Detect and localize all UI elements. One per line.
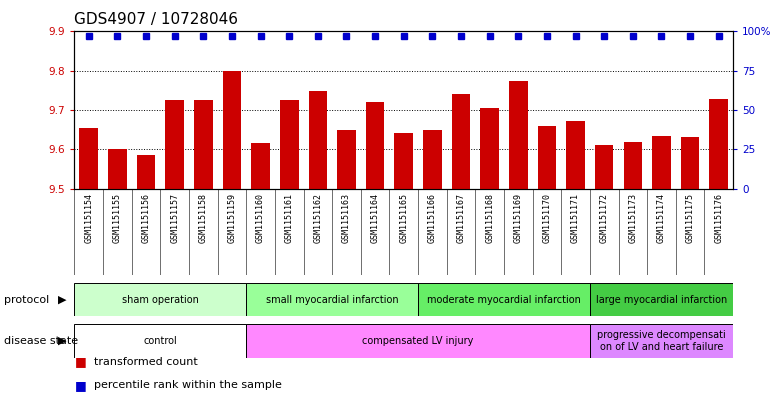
- Text: GSM1151176: GSM1151176: [714, 193, 723, 243]
- Text: percentile rank within the sample: percentile rank within the sample: [94, 380, 282, 390]
- Bar: [538, 126, 556, 189]
- Text: disease state: disease state: [4, 336, 78, 346]
- Bar: [252, 143, 270, 189]
- Text: GSM1151170: GSM1151170: [543, 193, 551, 243]
- Text: GSM1151172: GSM1151172: [600, 193, 608, 243]
- Text: ■: ■: [74, 378, 86, 392]
- Text: large myocardial infarction: large myocardial infarction: [596, 295, 727, 305]
- Bar: [394, 133, 413, 189]
- Bar: [423, 130, 441, 189]
- Bar: [108, 149, 127, 189]
- Bar: [566, 121, 585, 189]
- Bar: [223, 71, 241, 189]
- Bar: [74, 324, 246, 358]
- Bar: [309, 91, 327, 189]
- Bar: [246, 283, 418, 316]
- Text: GSM1151168: GSM1151168: [485, 193, 494, 243]
- Bar: [710, 99, 728, 189]
- Text: GDS4907 / 10728046: GDS4907 / 10728046: [74, 12, 238, 27]
- Bar: [681, 137, 699, 189]
- Text: GSM1151160: GSM1151160: [256, 193, 265, 243]
- Bar: [337, 130, 356, 189]
- Bar: [194, 100, 212, 189]
- Bar: [509, 81, 528, 189]
- Text: GSM1151155: GSM1151155: [113, 193, 122, 243]
- Text: GSM1151165: GSM1151165: [399, 193, 408, 243]
- Bar: [136, 155, 155, 189]
- Bar: [481, 108, 499, 189]
- Text: compensated LV injury: compensated LV injury: [362, 336, 474, 346]
- Text: small myocardial infarction: small myocardial infarction: [266, 295, 398, 305]
- Text: GSM1151169: GSM1151169: [514, 193, 523, 243]
- Text: GSM1151166: GSM1151166: [428, 193, 437, 243]
- Text: GSM1151162: GSM1151162: [314, 193, 322, 243]
- Text: protocol: protocol: [4, 295, 49, 305]
- Text: GSM1151158: GSM1151158: [199, 193, 208, 243]
- Bar: [165, 100, 184, 189]
- Text: GSM1151157: GSM1151157: [170, 193, 180, 243]
- Text: GSM1151161: GSM1151161: [285, 193, 294, 243]
- Bar: [452, 94, 470, 189]
- Text: GSM1151164: GSM1151164: [371, 193, 379, 243]
- Text: GSM1151156: GSM1151156: [142, 193, 151, 243]
- Text: GSM1151167: GSM1151167: [456, 193, 466, 243]
- Bar: [74, 283, 246, 316]
- Text: sham operation: sham operation: [122, 295, 199, 305]
- Bar: [418, 283, 590, 316]
- Text: control: control: [143, 336, 177, 346]
- Bar: [590, 283, 733, 316]
- Bar: [590, 324, 733, 358]
- Bar: [246, 324, 590, 358]
- Bar: [79, 128, 98, 189]
- Text: GSM1151159: GSM1151159: [227, 193, 237, 243]
- Text: ▶: ▶: [58, 336, 67, 346]
- Text: moderate myocardial infarction: moderate myocardial infarction: [427, 295, 581, 305]
- Text: progressive decompensati
on of LV and heart failure: progressive decompensati on of LV and he…: [597, 330, 726, 352]
- Bar: [652, 136, 671, 189]
- Text: GSM1151173: GSM1151173: [628, 193, 637, 243]
- Text: GSM1151171: GSM1151171: [571, 193, 580, 243]
- Text: GSM1151175: GSM1151175: [685, 193, 695, 243]
- Bar: [623, 142, 642, 189]
- Bar: [595, 145, 614, 189]
- Text: GSM1151174: GSM1151174: [657, 193, 666, 243]
- Bar: [280, 100, 299, 189]
- Text: transformed count: transformed count: [94, 356, 198, 367]
- Text: GSM1151163: GSM1151163: [342, 193, 351, 243]
- Text: ▶: ▶: [58, 295, 67, 305]
- Text: GSM1151154: GSM1151154: [85, 193, 93, 243]
- Text: ■: ■: [74, 355, 86, 368]
- Bar: [366, 102, 384, 189]
